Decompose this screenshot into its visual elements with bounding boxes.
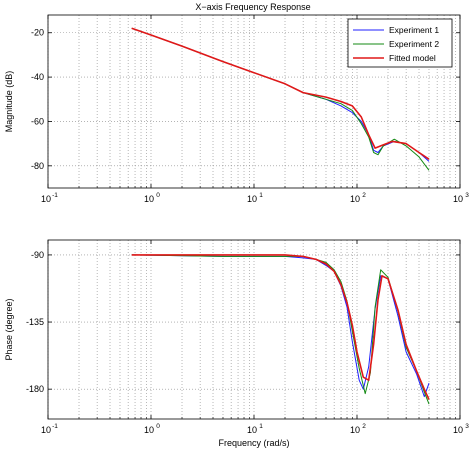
y-tick-label: -20 [31,28,44,38]
legend-label: Fitted model [389,53,436,63]
x-tick-label: 10 [247,194,257,204]
legend-label: Experiment 1 [389,25,439,35]
x-tick-label: 10 [41,194,51,204]
x-tick-exponent: -1 [52,423,58,430]
legend: Experiment 1 Experiment 2 Fitted model [347,18,453,68]
y-axis-label: Magnitude (dB) [4,71,14,133]
series-line-fitted-model [131,27,430,160]
x-tick-exponent: 0 [156,423,160,430]
x-tick-exponent: 1 [259,192,263,199]
y-tick-label: -180 [26,384,44,394]
x-tick-label: 10 [144,194,154,204]
x-tick-exponent: 2 [362,192,366,199]
series-line-experiment-1 [131,254,430,398]
x-tick-label: 10 [453,425,463,435]
y-axis-label: Phase (degree) [4,298,14,360]
x-tick-label: 10 [350,194,360,204]
plot-area [48,240,460,419]
legend-label: Experiment 2 [389,39,439,49]
y-tick-label: -60 [31,116,44,126]
x-tick-exponent: 2 [362,423,366,430]
x-tick-exponent: 3 [465,192,469,199]
x-tick-exponent: 1 [259,423,263,430]
x-tick-label: 10 [144,425,154,435]
x-tick-exponent: -1 [52,192,58,199]
x-tick-exponent: 3 [465,423,469,430]
y-tick-label: -90 [31,250,44,260]
legend-box [347,18,453,68]
x-tick-label: 10 [41,425,51,435]
y-tick-label: -80 [31,161,44,171]
x-tick-exponent: 0 [156,192,160,199]
y-tick-label: -135 [26,317,44,327]
y-tick-label: -40 [31,72,44,82]
x-axis-label: Frequency (rad/s) [218,438,289,448]
x-tick-label: 10 [247,425,257,435]
chart-title: X−axis Frequency Response [195,2,310,12]
series-line-fitted-model [131,254,430,400]
x-tick-label: 10 [453,194,463,204]
x-tick-label: 10 [350,425,360,435]
